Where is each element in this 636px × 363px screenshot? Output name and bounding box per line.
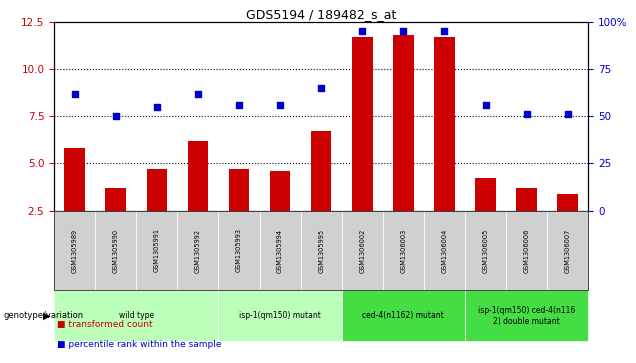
Text: isp-1(qm150) ced-4(n116
2) double mutant: isp-1(qm150) ced-4(n116 2) double mutant — [478, 306, 576, 326]
Point — [69, 91, 80, 97]
Text: GSM1306006: GSM1306006 — [523, 228, 530, 273]
Point — [316, 85, 326, 91]
Bar — [229, 169, 249, 211]
Text: ■ transformed count: ■ transformed count — [57, 321, 153, 329]
Text: GSM1305995: GSM1305995 — [318, 228, 324, 273]
Text: ced-4(n1162) mutant: ced-4(n1162) mutant — [363, 311, 444, 320]
Bar — [352, 37, 373, 211]
Text: GSM1306005: GSM1306005 — [483, 228, 488, 273]
Text: ■ percentile rank within the sample: ■ percentile rank within the sample — [57, 340, 222, 349]
Point — [152, 104, 162, 110]
Text: GSM1306003: GSM1306003 — [401, 228, 406, 273]
Text: GSM1305994: GSM1305994 — [277, 228, 283, 273]
Point — [357, 28, 368, 34]
Title: GDS5194 / 189482_s_at: GDS5194 / 189482_s_at — [246, 8, 396, 21]
Point — [275, 102, 285, 108]
Point — [439, 28, 450, 34]
Text: genotype/variation: genotype/variation — [3, 311, 83, 320]
Bar — [64, 148, 85, 211]
Bar — [188, 141, 208, 211]
Bar — [146, 169, 167, 211]
Bar — [393, 35, 413, 211]
Bar — [311, 131, 331, 211]
Bar — [516, 188, 537, 211]
Point — [111, 113, 121, 119]
Text: ▶: ▶ — [43, 311, 51, 321]
Bar — [106, 188, 126, 211]
Text: GSM1306007: GSM1306007 — [565, 228, 570, 273]
Bar — [475, 179, 496, 211]
Text: GSM1305992: GSM1305992 — [195, 228, 201, 273]
Text: GSM1305990: GSM1305990 — [113, 228, 119, 273]
Point — [563, 111, 573, 117]
Bar — [270, 171, 291, 211]
Point — [234, 102, 244, 108]
Text: GSM1305991: GSM1305991 — [154, 228, 160, 273]
Text: isp-1(qm150) mutant: isp-1(qm150) mutant — [239, 311, 321, 320]
Text: GSM1305989: GSM1305989 — [72, 228, 78, 273]
Point — [480, 102, 490, 108]
Bar — [558, 193, 578, 211]
Text: GSM1306002: GSM1306002 — [359, 228, 365, 273]
Text: GSM1306004: GSM1306004 — [441, 228, 448, 273]
Point — [193, 91, 203, 97]
Text: wild type: wild type — [119, 311, 154, 320]
Text: GSM1305993: GSM1305993 — [236, 228, 242, 273]
Bar — [434, 37, 455, 211]
Point — [398, 28, 408, 34]
Point — [522, 111, 532, 117]
